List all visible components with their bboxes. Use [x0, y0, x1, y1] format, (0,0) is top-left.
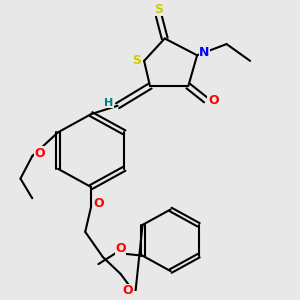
Text: O: O: [123, 284, 133, 297]
Text: S: S: [132, 54, 141, 68]
Text: O: O: [34, 147, 45, 160]
Text: S: S: [154, 2, 163, 16]
Text: O: O: [208, 94, 219, 106]
Text: O: O: [93, 197, 104, 210]
Text: O: O: [115, 242, 126, 255]
Text: H: H: [104, 98, 113, 108]
Text: N: N: [199, 46, 210, 59]
